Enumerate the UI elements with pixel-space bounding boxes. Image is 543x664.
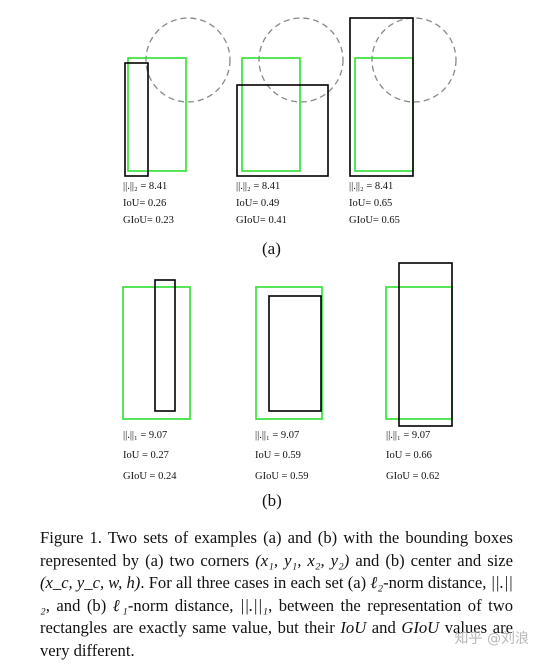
figure-diagram <box>122 17 457 427</box>
panel-b-case-2-giou: GIoU = 0.59 <box>255 471 309 482</box>
caption-math-norm2: ||.||₂ <box>40 573 513 615</box>
black-box <box>349 17 414 177</box>
green-box <box>255 286 323 420</box>
caption-math-iou: IoU <box>340 618 367 638</box>
black-box <box>398 262 453 427</box>
panel-a-case-1-iou: IoU= 0.26 <box>123 198 167 209</box>
panel-b-case-2-iou: IoU = 0.59 <box>255 450 301 461</box>
panel-a-case-1-norm: ||.||₂ = 8.41 <box>123 181 168 192</box>
panel-b-label: (b) <box>262 491 282 510</box>
panel-a-case-3-iou: IoU= 0.65 <box>349 198 393 209</box>
black-box <box>124 62 149 177</box>
caption-text-1: Two sets of examples (a) and (b) with th… <box>40 528 513 570</box>
green-box <box>354 57 414 172</box>
panel-b-case-2 <box>255 286 323 420</box>
caption-math-l1: ℓ₁ <box>112 595 128 615</box>
black-box <box>154 279 176 412</box>
panel-a-case-2 <box>236 17 344 177</box>
panel-b-case-2-norm: ||.||₁ = 9.07 <box>255 430 300 441</box>
caption-text-3: . For all three cases in each set (a) <box>140 573 367 593</box>
green-box <box>122 286 191 420</box>
caption-math-center-size: (x_c, y_c, w, h) <box>40 573 141 593</box>
dashed-circle <box>371 17 457 103</box>
green-box <box>127 57 187 172</box>
green-box <box>385 286 453 420</box>
caption-text-8: and <box>371 618 396 638</box>
panel-b-case-3-giou: GIoU = 0.62 <box>386 471 440 482</box>
caption-prefix: Figure 1. <box>40 528 102 547</box>
caption-math-giou: GIoU <box>401 618 440 638</box>
panel-a-label: (a) <box>262 239 281 258</box>
dashed-circle <box>145 17 231 103</box>
panel-b-case-1-giou: GIoU = 0.24 <box>123 471 177 482</box>
panel-b-case-3 <box>385 262 453 427</box>
caption-text-6: -norm distance, <box>127 595 234 615</box>
panel-a-case-3-norm: ||.||₂ = 8.41 <box>349 181 394 192</box>
panel-b-case-1 <box>122 279 191 420</box>
green-box <box>241 57 301 172</box>
watermark: 知乎 @刘浪 <box>454 631 529 647</box>
panel-a-case-1 <box>124 17 231 177</box>
black-box <box>236 84 329 177</box>
black-box <box>268 295 322 412</box>
caption-math-norm1: ||.||₁ <box>239 595 269 615</box>
panel-a-case-3-giou: GIoU= 0.65 <box>349 215 400 226</box>
panel-b-case-1-iou: IoU = 0.27 <box>123 450 169 461</box>
panel-a-case-3 <box>349 17 457 177</box>
panel-a-case-2-iou: IoU= 0.49 <box>236 198 280 209</box>
caption-text-7: , between the representation of two rect… <box>40 595 514 638</box>
caption-text-2: and (b) center and size <box>355 550 513 570</box>
caption-math-l2: ℓ₂ <box>370 573 384 593</box>
caption-text-5: , and (b) <box>45 595 107 615</box>
panel-a-case-2-giou: GIoU= 0.41 <box>236 215 287 226</box>
panel-b-case-3-iou: IoU = 0.66 <box>386 450 432 461</box>
panel-b-case-3-norm: ||.||₁ = 9.07 <box>386 430 431 441</box>
figure-caption: Figure 1. Two sets of examples (a) and (… <box>40 527 513 663</box>
caption-text-4: -norm distance, <box>383 573 487 593</box>
dashed-circle <box>258 17 344 103</box>
caption-math-corners: (x₁, y₁, x₂, y₂) <box>255 550 350 570</box>
panel-a-case-1-giou: GIoU= 0.23 <box>123 215 174 226</box>
panel-a-case-2-norm: ||.||₂ = 8.41 <box>236 181 281 192</box>
caption-text-9: values are very different. <box>40 618 513 660</box>
panel-b-case-1-norm: ||.||₁ = 9.07 <box>123 430 168 441</box>
